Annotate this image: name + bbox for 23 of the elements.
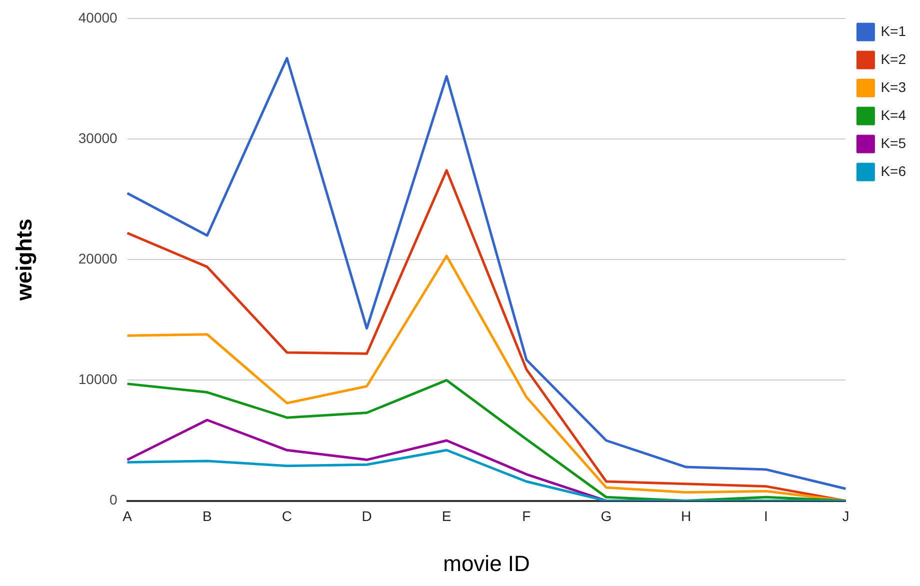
x-tick-label: A — [122, 508, 133, 524]
x-tick-label: G — [600, 508, 612, 524]
legend-label: K=4 — [880, 106, 906, 123]
x-tick-label: J — [842, 508, 850, 524]
y-tick-label: 40000 — [78, 9, 118, 26]
y-tick-label: 20000 — [78, 250, 118, 266]
y-tick-label: 30000 — [78, 130, 118, 146]
x-tick-label: I — [764, 508, 768, 524]
legend-label: K=5 — [880, 134, 906, 151]
x-tick-label: E — [442, 508, 452, 524]
legend-label: K=2 — [880, 50, 906, 67]
x-tick-label: B — [202, 508, 212, 524]
legend-label: K=6 — [880, 162, 906, 179]
legend-label: K=3 — [880, 78, 906, 95]
x-tick-label: H — [681, 508, 692, 524]
x-tick-label: C — [282, 508, 292, 524]
y-axis-title: weights — [11, 218, 36, 302]
legend-label: K=1 — [880, 22, 906, 39]
y-tick-label: 10000 — [78, 371, 118, 388]
x-tick-label: F — [522, 508, 531, 524]
y-tick-label: 0 — [110, 492, 118, 508]
x-axis-title: movie ID — [443, 550, 530, 576]
x-tick-label: D — [362, 508, 372, 524]
